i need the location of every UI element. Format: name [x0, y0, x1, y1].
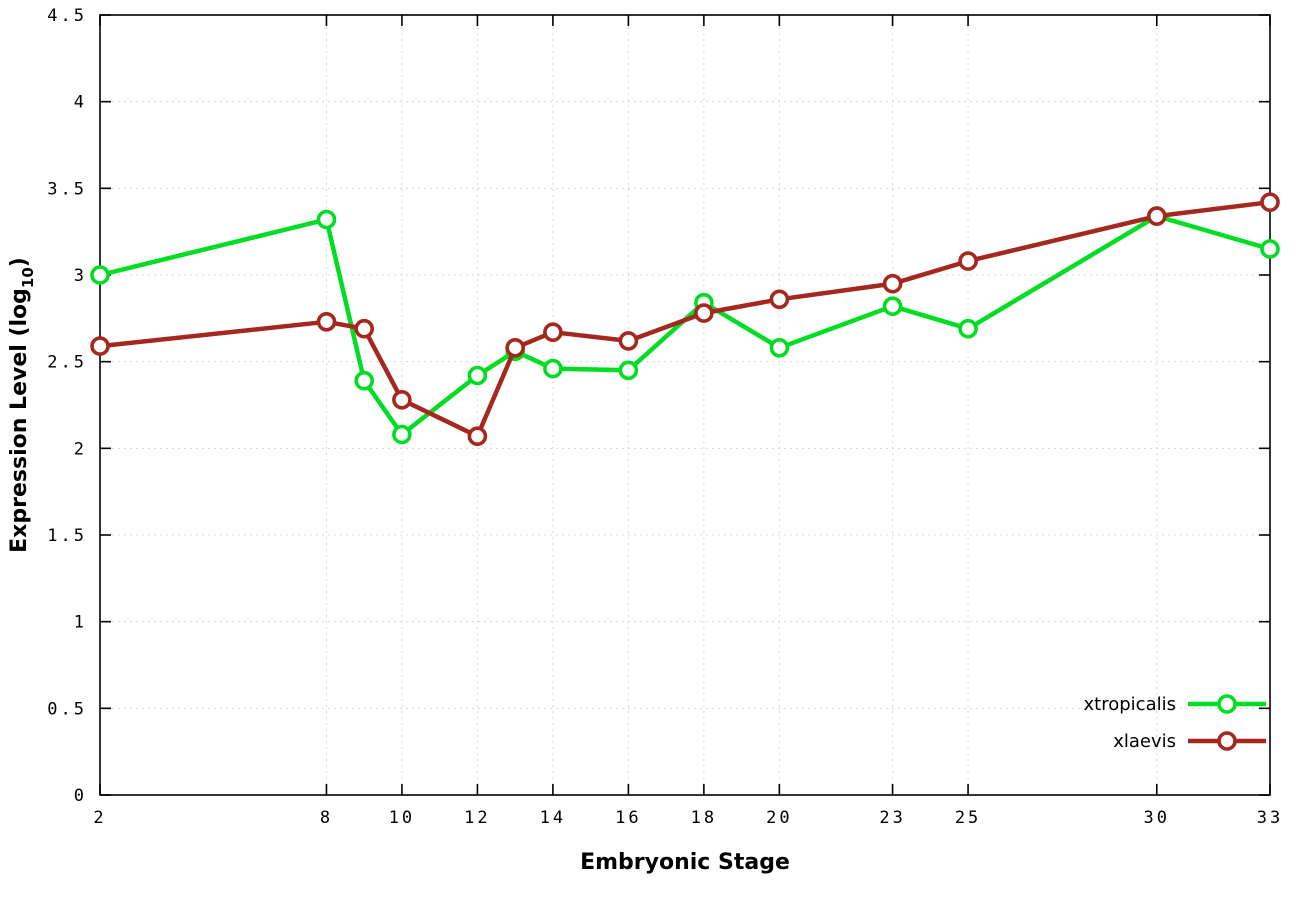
x-tick-label: 30	[1144, 808, 1170, 828]
data-point-xlaevis	[1147, 206, 1167, 226]
x-tick-label: 14	[540, 808, 566, 828]
x-tick-label: 33	[1257, 808, 1283, 828]
data-point-xlaevis	[90, 336, 110, 356]
y-tick-label: 0	[74, 786, 87, 806]
x-tick-label: 18	[691, 808, 717, 828]
data-point-xlaevis	[505, 337, 526, 358]
data-point-xtropicalis	[769, 337, 790, 358]
y-axis-label: Expression Level (log10)	[7, 257, 37, 553]
legend-label-xlaevis: xlaevis	[1113, 731, 1176, 752]
data-point-xlaevis	[543, 322, 563, 343]
x-tick-label: 2	[93, 808, 106, 828]
data-point-xtropicalis	[618, 360, 639, 381]
data-point-xlaevis	[467, 426, 488, 447]
y-axis-label-main: Expression Level (log	[7, 288, 32, 553]
x-tick-label: 12	[464, 808, 490, 828]
y-tick-label: 1	[74, 613, 87, 633]
plot-border	[99, 14, 1271, 796]
series-line-xlaevis	[97, 199, 1273, 439]
y-tick-label: 3.5	[47, 179, 87, 199]
plot-area: 0 0.5 1 1.5 2 2.5 3 3.5 4 4.5 2 8 10 12 14 16 18 20 23 25 30…	[47, 6, 1283, 828]
data-point-xtropicalis	[958, 318, 978, 339]
x-tick-label: 20	[766, 808, 792, 828]
y-axis-label-close: )	[7, 257, 32, 267]
y-tick-label: 2.5	[47, 353, 87, 373]
data-point-xlaevis	[316, 311, 337, 332]
legend-label-xtropicalis: xtropicalis	[1084, 694, 1176, 715]
x-tick-label: 16	[615, 808, 641, 828]
x-axis-label: Embryonic Stage	[580, 850, 790, 875]
x-tick-label: 10	[389, 808, 415, 828]
data-point-xtropicalis	[392, 424, 412, 445]
x-tick-label: 25	[955, 808, 981, 828]
data-point-xlaevis	[1260, 192, 1280, 212]
data-point-xtropicalis	[1260, 239, 1280, 259]
series-line-xtropicalis	[97, 213, 1273, 437]
y-tick-label: 0.5	[47, 699, 87, 719]
y-tick-label: 2	[74, 439, 87, 459]
x-tick-label: 23	[879, 808, 905, 828]
data-point-xtropicalis	[882, 296, 903, 317]
data-point-xlaevis	[354, 318, 375, 339]
data-point-xtropicalis	[543, 358, 563, 379]
y-tick-label: 4	[74, 93, 87, 113]
x-tick-label: 8	[320, 808, 333, 828]
y-tick-label: 1.5	[47, 526, 87, 546]
y-tick-label: 3	[74, 266, 87, 286]
y-tick-label: 4.5	[47, 6, 87, 26]
legend-marker-xlaevis	[1217, 731, 1237, 751]
y-axis-label-sub: 10	[19, 267, 37, 288]
data-point-xtropicalis	[354, 370, 375, 391]
data-point-xtropicalis	[90, 265, 110, 285]
data-point-xtropicalis	[467, 365, 488, 386]
data-point-xlaevis	[769, 289, 790, 310]
data-point-xlaevis	[882, 273, 903, 294]
legend-marker-xtropicalis	[1217, 694, 1237, 714]
data-point-xlaevis	[618, 331, 639, 351]
data-point-xlaevis	[392, 389, 412, 410]
data-point-xlaevis	[958, 251, 978, 271]
data-point-xlaevis	[694, 303, 714, 323]
data-point-xtropicalis	[316, 209, 337, 230]
